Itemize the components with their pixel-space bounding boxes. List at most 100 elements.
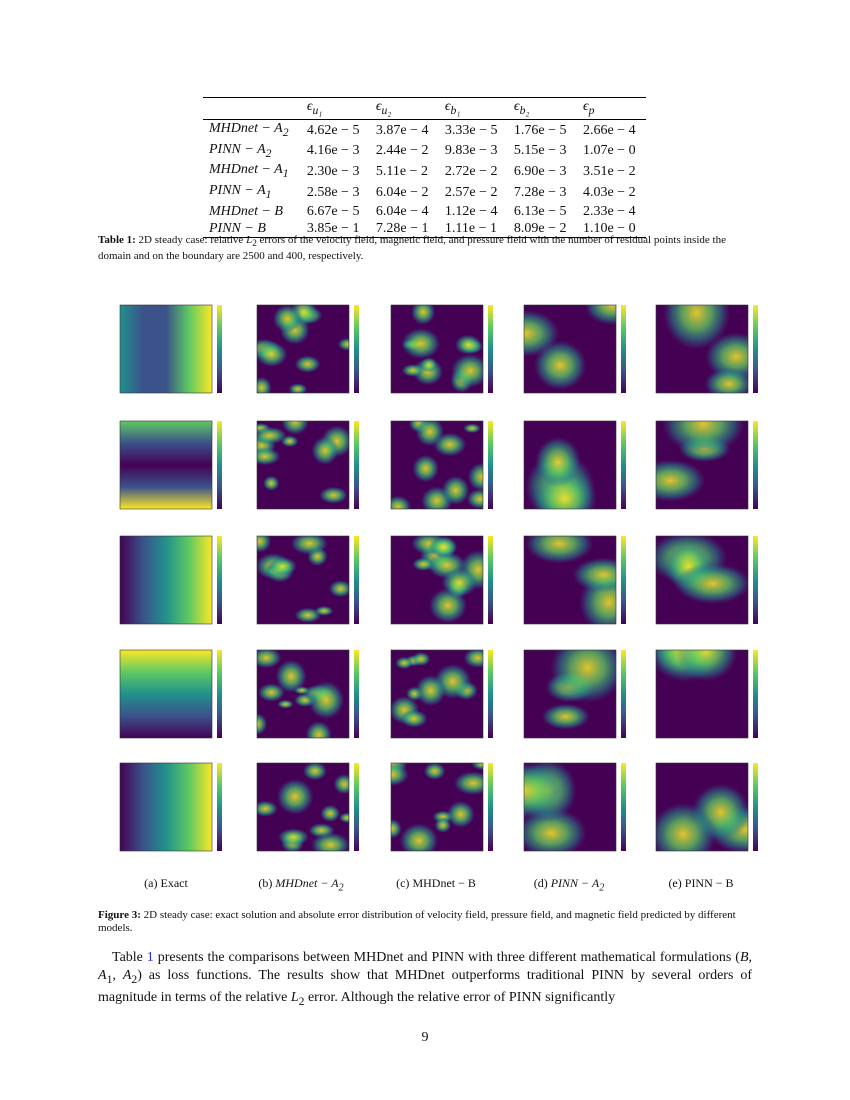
heatmap-blob xyxy=(451,353,483,388)
error-value: 3.87e − 4 xyxy=(375,122,429,138)
colorbar xyxy=(354,650,359,738)
model-name: MHDnet − B xyxy=(203,203,301,220)
panel-frame xyxy=(523,304,617,394)
heatmap-bg xyxy=(120,650,212,738)
subfigure-label: (d) PINN − A2 xyxy=(499,876,639,893)
panel-frame xyxy=(119,762,213,852)
header-subscript: p xyxy=(588,103,595,117)
caption-text: 2D steady case: relative xyxy=(138,234,247,246)
heatmap-bg xyxy=(120,305,212,393)
heatmap-blob xyxy=(656,802,717,851)
colorbar xyxy=(621,650,626,738)
subfigure-name: PINN − A xyxy=(550,876,600,890)
heatmap-blob xyxy=(268,557,298,576)
heatmap-blob xyxy=(471,763,483,771)
heatmap-panel xyxy=(256,762,359,852)
model-name: PINN − A2 xyxy=(203,141,301,162)
text: error. Although the relative error of PI… xyxy=(304,989,616,1005)
model-name: MHDnet − A2 xyxy=(203,119,301,140)
heatmap-blob xyxy=(463,650,483,669)
caption-label: Figure 3: xyxy=(98,909,141,921)
header-cell: ϵp xyxy=(577,98,646,120)
model-name-sub: 2 xyxy=(282,125,289,139)
table-row: MHDnet − B 6.67e − 5 6.04e − 4 1.12e − 4 6.1… xyxy=(203,203,646,220)
heatmap-blob xyxy=(318,486,348,504)
heatmap-blobs xyxy=(541,650,616,730)
error-value: 3.85e − 1 xyxy=(306,220,360,236)
header-cell: ϵb₂ xyxy=(508,98,577,120)
heatmap-panel xyxy=(655,649,758,739)
panel-frame xyxy=(655,649,749,739)
error-value: 6.04e − 2 xyxy=(375,185,429,201)
heatmap-panel xyxy=(523,420,626,510)
results-table: ϵu₁ ϵu₂ ϵb₁ ϵb₂ ϵp MHDnet − A2 4.62e − 5 3.87e … xyxy=(203,97,646,238)
panel-frame xyxy=(523,649,617,739)
error-value: 1.07e − 0 xyxy=(582,143,636,159)
heatmap-blob xyxy=(524,763,566,820)
panel-frame xyxy=(523,762,617,852)
error-value: 4.03e − 2 xyxy=(582,185,636,201)
heatmap-blobs xyxy=(525,536,616,624)
heatmap-blob xyxy=(257,800,278,817)
heatmap-blob xyxy=(401,363,424,377)
heatmap-panel xyxy=(119,535,222,625)
subfigure-tag: (a) xyxy=(144,876,158,890)
error-value: 5.15e − 3 xyxy=(513,143,567,159)
panel-frame xyxy=(523,420,617,510)
heatmap-panel xyxy=(390,762,493,852)
header-cell: ϵb₁ xyxy=(439,98,508,120)
panel-frame xyxy=(390,304,484,394)
model-name: PINN − A1 xyxy=(203,182,301,203)
heatmap-blobs xyxy=(391,421,483,509)
colorbar xyxy=(753,763,758,851)
header-symbol: ϵ xyxy=(375,99,382,114)
error-value: 5.11e − 2 xyxy=(375,164,428,180)
header-subscript: u₁ xyxy=(312,103,323,117)
caption-label: Table 1: xyxy=(98,234,136,246)
heatmap-blob xyxy=(534,436,581,488)
colorbar xyxy=(488,650,493,738)
model-name: MHDnet − A1 xyxy=(203,161,301,182)
heatmap-blob xyxy=(446,800,475,828)
text: ) as loss functions. The results show th… xyxy=(98,968,752,1005)
heatmap-blobs xyxy=(257,650,345,738)
colorbar xyxy=(488,763,493,851)
heatmap-blob xyxy=(423,763,446,780)
heatmap-blobs xyxy=(257,763,349,851)
heatmap-blob xyxy=(584,305,616,326)
heatmap-panel xyxy=(655,420,758,510)
panel-frame xyxy=(655,535,749,625)
math: 2 xyxy=(131,972,138,986)
heatmap-panel xyxy=(523,304,626,394)
error-value: 7.28e − 3 xyxy=(513,185,567,201)
math: B xyxy=(739,950,749,965)
heatmap-blob xyxy=(276,778,314,815)
subfigure-label: (a) Exact xyxy=(96,876,236,891)
error-value: 1.76e − 5 xyxy=(513,122,567,138)
heatmap-panel xyxy=(390,420,493,510)
error-value: 3.51e − 2 xyxy=(582,164,636,180)
heatmap-blobs xyxy=(656,536,748,604)
heatmap-blob xyxy=(412,454,439,483)
heatmap-blobs xyxy=(257,305,349,393)
heatmap-blob xyxy=(275,659,307,693)
heatmap-panel xyxy=(256,649,359,739)
error-value: 4.16e − 3 xyxy=(306,143,360,159)
heatmap-panel xyxy=(256,420,359,510)
heatmap-blob xyxy=(410,305,436,325)
ref-link[interactable]: 1 xyxy=(146,950,154,965)
heatmap-blob xyxy=(463,423,481,434)
heatmap-panel xyxy=(655,535,758,625)
model-name-text: PINN − A xyxy=(209,183,266,199)
math: L xyxy=(290,989,299,1005)
colorbar xyxy=(354,421,359,509)
heatmap-blobs xyxy=(662,305,748,393)
panel-frame xyxy=(256,762,350,852)
error-value: 1.12e − 4 xyxy=(444,203,498,219)
heatmap-blob xyxy=(550,650,616,703)
heatmap-blob xyxy=(288,383,308,393)
heatmap-blob xyxy=(572,557,616,592)
error-value: 6.67e − 5 xyxy=(306,203,360,219)
heatmap-blob xyxy=(674,563,748,604)
colorbar xyxy=(217,763,222,851)
